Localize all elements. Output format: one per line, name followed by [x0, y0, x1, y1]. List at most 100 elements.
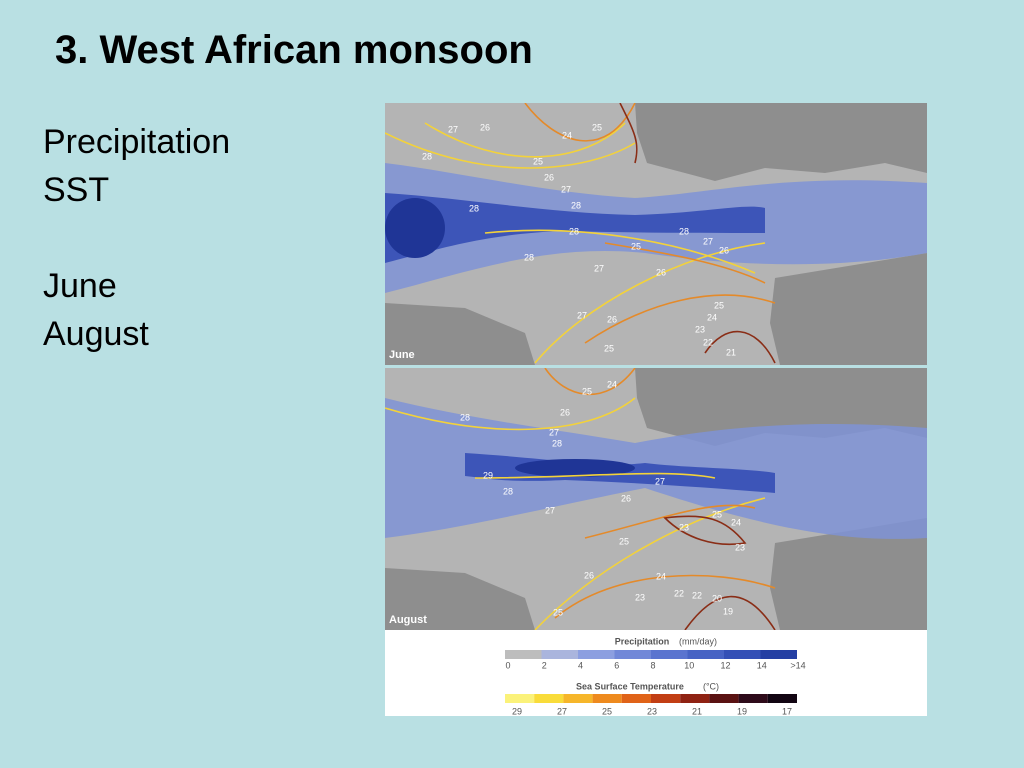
contour-label: 26: [621, 493, 631, 503]
contour-label: 28: [571, 200, 581, 210]
legend-title: Precipitation: [615, 636, 670, 646]
contour-label: 23: [635, 592, 645, 602]
contour-label: 23: [735, 542, 745, 552]
contour-label: 26: [544, 172, 554, 182]
legend-tick-label: 6: [614, 660, 619, 670]
contour-label: 26: [656, 267, 666, 277]
legend-swatch: [505, 650, 542, 659]
contour-label: 29: [483, 470, 493, 480]
contour-label: 23: [695, 324, 705, 334]
legend-tick-label: 4: [578, 660, 583, 670]
legend-title: Sea Surface Temperature: [576, 681, 684, 691]
legend-swatch: [505, 694, 535, 703]
legend-tick-label: 19: [737, 706, 747, 716]
contour-label: 25: [631, 241, 641, 251]
legend-swatch: [680, 694, 710, 703]
contour-label: 28: [469, 203, 479, 213]
contour-label: 25: [604, 343, 614, 353]
legend-unit: (°C): [703, 681, 719, 691]
legend-swatch: [534, 694, 564, 703]
contour-label: 26: [584, 570, 594, 580]
legend-tick-label: 14: [757, 660, 767, 670]
legend-swatch: [651, 650, 688, 659]
bullet-list: Precipitation SST June August: [43, 118, 230, 358]
legend-swatch: [651, 694, 681, 703]
contour-label: 28: [679, 226, 689, 236]
contour-label: 26: [607, 314, 617, 324]
legend-tick-label: 21: [692, 706, 702, 716]
legend-unit: (mm/day): [679, 636, 717, 646]
legend-swatch: [709, 694, 739, 703]
contour-label: 25: [712, 509, 722, 519]
contour-label: 24: [656, 571, 666, 581]
contour-label: 28: [552, 438, 562, 448]
contour-label: 27: [545, 505, 555, 515]
bullet: Precipitation: [43, 123, 231, 161]
contour-label: 27: [594, 263, 604, 273]
legend-tick-label: 23: [647, 706, 657, 716]
legend-tick-label: 17: [782, 706, 792, 716]
contour-label: 25: [553, 607, 563, 617]
contour-label: 28: [503, 486, 513, 496]
contour-label: 28: [569, 226, 579, 236]
legend-swatch: [541, 650, 578, 659]
contour-label: 24: [562, 130, 572, 140]
contour-label: 24: [731, 517, 741, 527]
contour-label: 25: [714, 300, 724, 310]
contour-label: 25: [619, 536, 629, 546]
contour-label: 27: [561, 184, 571, 194]
contour-label: 26: [480, 122, 490, 132]
contour-label: 19: [723, 606, 733, 616]
contour-label: 24: [707, 312, 717, 322]
legend-tick-label: 12: [720, 660, 730, 670]
legend-swatch: [767, 694, 797, 703]
legend-tick-label: 29: [512, 706, 522, 716]
contour-label: 25: [533, 156, 543, 166]
contour-label: 27: [703, 236, 713, 246]
bullet: SST: [43, 171, 110, 209]
legend-swatch: [563, 694, 593, 703]
contour-label: 23: [679, 522, 689, 532]
contour-label: 24: [607, 379, 617, 389]
legend-swatch: [687, 650, 724, 659]
contour-label: 27: [655, 476, 665, 486]
contour-label: 20: [712, 593, 722, 603]
contour-label: 26: [719, 245, 729, 255]
legend-tick-label: 27: [557, 706, 567, 716]
contour-label: 27: [577, 310, 587, 320]
legend-tick-label: 10: [684, 660, 694, 670]
contour-label: 28: [460, 412, 470, 422]
legend-swatch: [614, 650, 651, 659]
panel-label: June: [389, 349, 415, 361]
legend-tick-label: 0: [505, 660, 510, 670]
contour-label: 21: [726, 347, 736, 357]
contour-label: 22: [692, 590, 702, 600]
contour-label: 28: [422, 151, 432, 161]
contour-label: 25: [582, 386, 592, 396]
contour-label: 28: [524, 252, 534, 262]
contour-label: 27: [448, 124, 458, 134]
legend-swatch: [738, 694, 768, 703]
legend-swatch: [578, 650, 615, 659]
legend-swatch: [724, 650, 761, 659]
legend-tick-label: 2: [542, 660, 547, 670]
panel-label: August: [389, 614, 427, 626]
contour-label: 27: [549, 427, 559, 437]
slide-title: 3. West African monsoon: [55, 28, 533, 72]
contour-label: 22: [703, 337, 713, 347]
legend-tick-label: 25: [602, 706, 612, 716]
legend-tick-label: 8: [650, 660, 655, 670]
legend-swatch: [760, 650, 797, 659]
contour-label: 25: [592, 122, 602, 132]
contour-label: 26: [560, 407, 570, 417]
bullet: June: [43, 267, 117, 305]
contour-label: 22: [674, 588, 684, 598]
legend-swatch: [592, 694, 622, 703]
legend-tick-label: >14: [790, 660, 805, 670]
bullet: August: [43, 315, 149, 353]
legend-swatch: [621, 694, 651, 703]
